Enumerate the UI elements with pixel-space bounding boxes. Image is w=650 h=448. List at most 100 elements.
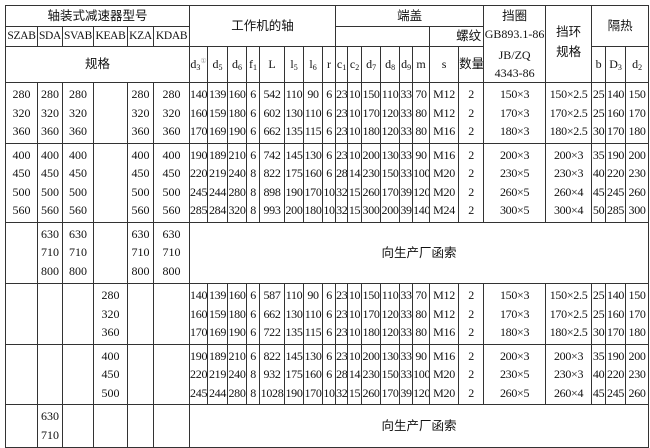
dimension-value: 280 [228, 385, 246, 400]
dimension-value: 300 [628, 203, 646, 217]
dimension-value: M12 [433, 87, 455, 101]
dimension-value: 169 [208, 325, 227, 339]
dimension-value: 8 [250, 367, 256, 381]
dimension-value: 230×5 [499, 367, 530, 381]
column-subscript: 3 [617, 63, 622, 72]
dimension-value: 140 [607, 87, 625, 101]
dimension-cell: 190 220 245 285 [189, 142, 209, 223]
dimension-cell: 110 120 120 [380, 283, 401, 345]
model-size-cell-kza: 280 320 360 [127, 82, 154, 144]
dimension-value: 170 [381, 385, 399, 400]
model-svab: SVAB [62, 26, 94, 47]
dimension-value: 25 [592, 306, 605, 321]
dimension-value: 300×4 [553, 203, 584, 217]
dimension-value: 39 [400, 203, 412, 217]
column-symbol: d [632, 57, 639, 71]
dimension-value: 10 [348, 147, 361, 162]
dimension-value: 170 [304, 385, 322, 400]
dimension-value: 170 [607, 124, 625, 138]
dimension-cell: 130 160 170 [303, 343, 324, 405]
dimension-cell: 150 170 180 [361, 82, 382, 144]
dimension-value: 35 [592, 147, 605, 162]
dimension-cell: 6 6 6 [246, 82, 261, 144]
dimension-value: 30 [592, 124, 605, 138]
dimension-value: M16 [433, 124, 455, 138]
table-row-group: 280 320 360 280 320 360 280 320 360 280 320 360 280 3… [5, 82, 650, 144]
model-szab: SZAB [5, 26, 38, 47]
model-size-cell-kdab [152, 404, 191, 448]
dimension-value: 260 [628, 184, 646, 199]
ring-title: 挡环 [556, 24, 582, 39]
dimension-value: 230 [362, 166, 380, 180]
dimension-value: 2 [468, 288, 474, 302]
dimension-value: 190 [285, 184, 303, 199]
retainer-header: 挡圈 GB893.1-86 [483, 5, 547, 46]
dimension-value: 90 [415, 348, 427, 363]
size-value: 710 [41, 245, 59, 259]
dimension-value: 170×2.5 [549, 306, 588, 321]
model-keab: KEAB [93, 26, 128, 47]
column-header-b: b [591, 45, 607, 83]
dimension-value: 130 [285, 105, 303, 120]
size-value: 500 [12, 184, 31, 199]
dimension-value: 6 [326, 348, 332, 363]
dimension-value: 10 [348, 288, 361, 302]
size-value: 450 [131, 166, 150, 180]
dimension-value: 110 [304, 105, 322, 120]
table-row-group: 400 450 500 190 220 245 189 219 244 210 240 280 6 8 8 8… [5, 343, 650, 405]
dimension-value: 2 [468, 184, 474, 199]
dimension-cell: 139 159 169 [207, 283, 229, 345]
dimension-value: 23 [336, 325, 348, 339]
dimension-cell: 90 110 115 [303, 283, 324, 345]
model-size-cell-kdab: 280 320 360 [152, 82, 191, 144]
dimension-cell: 200 230 260 [625, 343, 650, 405]
dimension-value: 8 [250, 385, 256, 400]
dimension-value: 10 [348, 306, 361, 321]
dimension-value: 8 [250, 166, 256, 180]
dimension-cell: 6 6 6 [322, 283, 337, 345]
dimension-cell: 150 170 180 [625, 283, 650, 345]
dimension-cell: 150×2.5 170×2.5 180×2.5 [545, 82, 593, 144]
column-header-d7: d7 [361, 45, 382, 83]
dimension-value: 6 [326, 367, 332, 381]
dimension-value: 140 [190, 288, 208, 302]
dimension-value: 35 [592, 348, 605, 363]
dimension-value: 140 [607, 288, 625, 302]
dimension-value: 170 [628, 306, 646, 321]
column-subscript: 5 [218, 63, 223, 72]
model-size-cell-svab [62, 404, 94, 448]
dimension-value: 50 [592, 203, 605, 217]
dimension-cell: 200×3 230×5 260×5 300×5 [483, 142, 547, 223]
dimension-value: 110 [381, 288, 399, 302]
column-symbol: L [268, 57, 276, 71]
dimension-value: 10 [323, 385, 335, 400]
dimension-value: 32 [336, 184, 348, 199]
model-size-cell-kdab: 400 450 500 560 [152, 142, 191, 223]
dimension-value: 33 [400, 348, 412, 363]
column-symbol: d [190, 57, 197, 71]
ring-spec-label: 规格 [556, 44, 582, 59]
dimension-value: M12 [433, 105, 455, 120]
dimension-cell: 130 150 170 200 [380, 142, 401, 223]
dimension-cell: 140 160 170 [189, 82, 209, 144]
size-value: 450 [162, 166, 181, 180]
column-header-s: s [429, 45, 460, 83]
model-sda: SDA [37, 26, 63, 47]
model-size-cell-keab: 400 450 500 [93, 343, 128, 405]
size-value: 450 [69, 166, 87, 180]
dimension-cell: 10 10 10 [347, 283, 363, 345]
dimension-value: M16 [433, 147, 455, 162]
dimension-value: 6 [250, 325, 256, 339]
size-value: 320 [12, 105, 31, 120]
dimension-value: 170 [304, 184, 322, 199]
dimension-value: 130 [304, 147, 322, 162]
dimension-value: 220 [607, 367, 625, 381]
dimension-value: 230 [628, 166, 646, 180]
dimension-value: 110 [285, 288, 303, 302]
dimension-value: 200×3 [553, 147, 584, 162]
dimension-cell: 140 160 170 [189, 283, 209, 345]
table-row-group: 280 320 360 140 160 170 139 159 169 160 180 190 6 6 6 5… [5, 283, 650, 345]
dimension-value: 200×3 [499, 147, 530, 162]
dimension-value: 210 [228, 348, 246, 363]
dimension-value: 170 [362, 105, 380, 120]
